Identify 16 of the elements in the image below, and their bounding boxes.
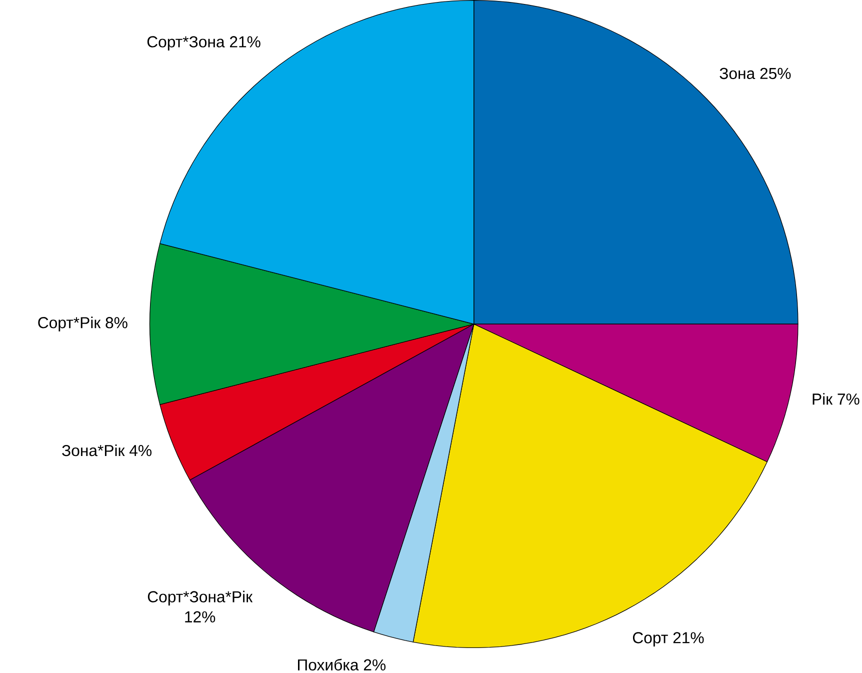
slice-label: Зона <box>720 68 756 80</box>
data-label: 4% <box>130 445 152 456</box>
slice-label: Сорт <box>632 632 668 647</box>
slice-label: Сорт*Рік <box>38 316 101 332</box>
data-label: 21% <box>230 36 260 48</box>
data-label: 12% <box>185 611 216 623</box>
data-label: 2% <box>364 659 386 671</box>
slice-label: Сорт*Зона*Рік <box>148 590 253 606</box>
data-label: 8% <box>106 317 128 328</box>
slice-label: Зона*Рік <box>62 444 125 456</box>
data-label: 21% <box>673 632 704 644</box>
data-label: 7% <box>838 394 860 405</box>
slice-label: Похибка <box>298 658 359 671</box>
slice-label: Сорт*Зона <box>147 36 225 51</box>
data-label: 25% <box>760 68 791 80</box>
slice-label: Рік <box>812 393 833 405</box>
